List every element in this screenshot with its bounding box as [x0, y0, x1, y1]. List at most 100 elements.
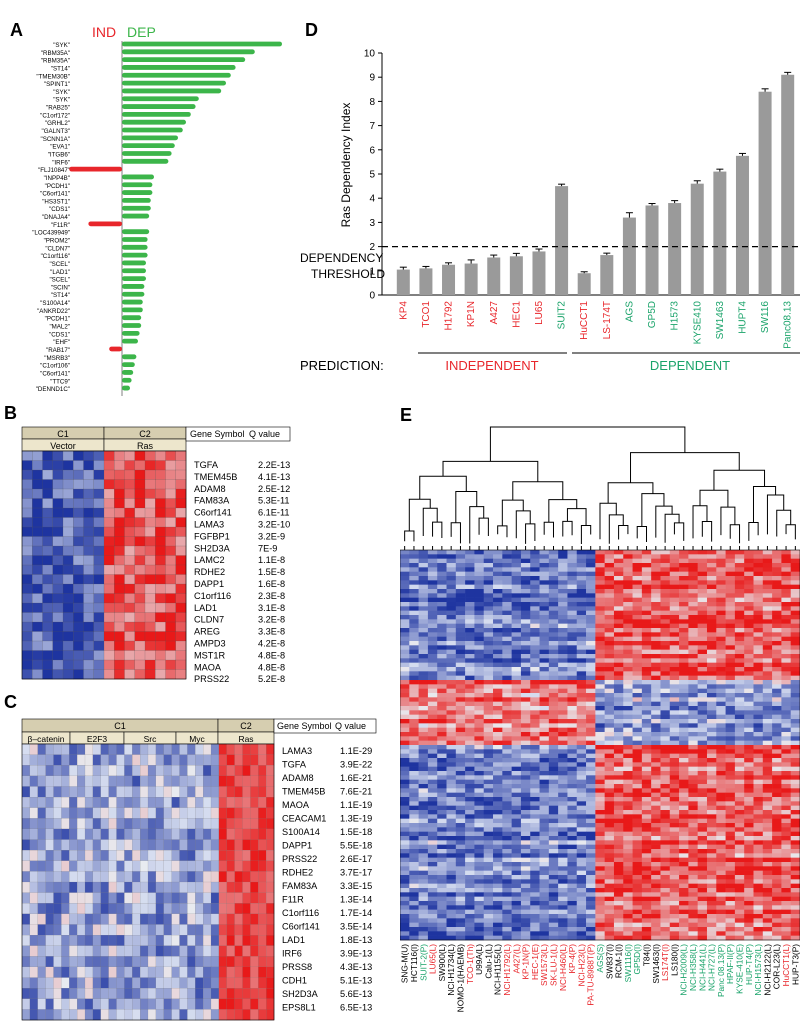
heat-cell [21, 818, 31, 830]
heat-cell [651, 701, 661, 707]
heat-cell [73, 574, 84, 585]
heat-cell [530, 684, 540, 689]
heat-cell [548, 814, 559, 819]
heat-cell [548, 883, 559, 889]
heat-cell [576, 836, 587, 841]
heat-cell [32, 602, 43, 613]
heat-cell [446, 827, 457, 832]
heat-cell [697, 823, 708, 828]
heat-cell [548, 662, 559, 668]
heat-cell [108, 956, 117, 968]
gene-symbol: S100A14 [282, 827, 320, 837]
heat-cell [258, 871, 267, 883]
heat-cell [45, 797, 54, 808]
heat-cell [734, 866, 745, 871]
heat-cell [632, 766, 643, 772]
heat-cell [520, 736, 531, 741]
heat-cell [45, 913, 54, 925]
heat-cell [493, 779, 503, 785]
heat-cell [632, 589, 643, 594]
heat-cell [595, 727, 605, 733]
heat-cell [679, 883, 689, 889]
heat-cell [567, 649, 578, 655]
heat-cell [753, 576, 764, 581]
heat-cell [234, 935, 243, 946]
heat-cell [688, 615, 698, 620]
heat-cell [734, 784, 745, 789]
heat-cell [493, 810, 503, 815]
heat-cell [539, 701, 550, 707]
heat-cell [595, 723, 605, 728]
heat-cell [716, 849, 726, 854]
dep-bar [122, 41, 282, 47]
heat-cell [92, 998, 102, 1010]
heat-cell [725, 823, 736, 828]
heat-cell [706, 823, 717, 828]
heat-cell [558, 766, 568, 772]
heat-cell [483, 610, 494, 616]
heat-cell [567, 571, 578, 577]
heat-cell [697, 818, 708, 824]
heat-cell [576, 710, 587, 715]
heat-cell [697, 662, 708, 668]
heat-cell [790, 883, 800, 889]
heat-cell [171, 850, 180, 862]
heat-cell [218, 1009, 228, 1021]
heat-cell [234, 913, 243, 925]
heat-cell [103, 450, 115, 461]
dep-bar [122, 49, 255, 55]
heat-cell [558, 805, 568, 811]
heat-cell [697, 584, 708, 590]
heat-cell [37, 765, 46, 777]
heat-cell [641, 866, 652, 871]
heat-cell [134, 545, 146, 556]
heat-cell [226, 828, 235, 840]
heat-cell [418, 853, 429, 858]
heat-cell [567, 784, 578, 789]
heat-cell [762, 879, 773, 884]
heat-cell [171, 935, 180, 946]
heat-cell [641, 875, 652, 880]
heat-cell [134, 631, 146, 642]
heat-cell [427, 667, 438, 672]
heat-cell [595, 654, 605, 659]
heat-cell [418, 753, 429, 759]
q-value: 3.1E-8 [258, 603, 285, 613]
heat-cell [437, 641, 447, 646]
heat-cell [465, 762, 475, 767]
heat-cell [753, 853, 764, 858]
heat-cell [493, 749, 503, 754]
heat-cell [586, 875, 596, 880]
heat-cell [511, 580, 522, 585]
heat-cell [103, 469, 115, 480]
dendrogram-branch [692, 505, 708, 539]
heat-cell [210, 765, 220, 777]
heat-cell [706, 736, 717, 741]
heat-cell [418, 667, 429, 672]
heat-cell [446, 641, 457, 646]
heat-cell [171, 913, 180, 925]
heat-cell [455, 784, 466, 789]
heat-cell [92, 828, 102, 840]
heat-cell [400, 693, 410, 698]
heat-cell [734, 844, 745, 850]
heat-cell [266, 797, 275, 808]
heat-cell [455, 719, 466, 724]
heat-cell [502, 831, 512, 837]
heat-cell [623, 714, 633, 720]
heat-cell [781, 606, 791, 611]
heat-cell [409, 610, 419, 616]
heat-cell [706, 693, 717, 698]
heat-cell [530, 749, 540, 754]
heat-cell [483, 606, 494, 611]
heat-cell [576, 749, 587, 754]
heat-cell [716, 753, 726, 759]
heat-cell [116, 807, 125, 819]
heat-cell [669, 775, 680, 780]
heat-cell [623, 684, 633, 689]
heat-cell [623, 883, 633, 889]
heat-cell [77, 966, 86, 978]
heat-cell [530, 593, 540, 598]
heat-cell [576, 550, 587, 555]
heat-cell [716, 589, 726, 594]
